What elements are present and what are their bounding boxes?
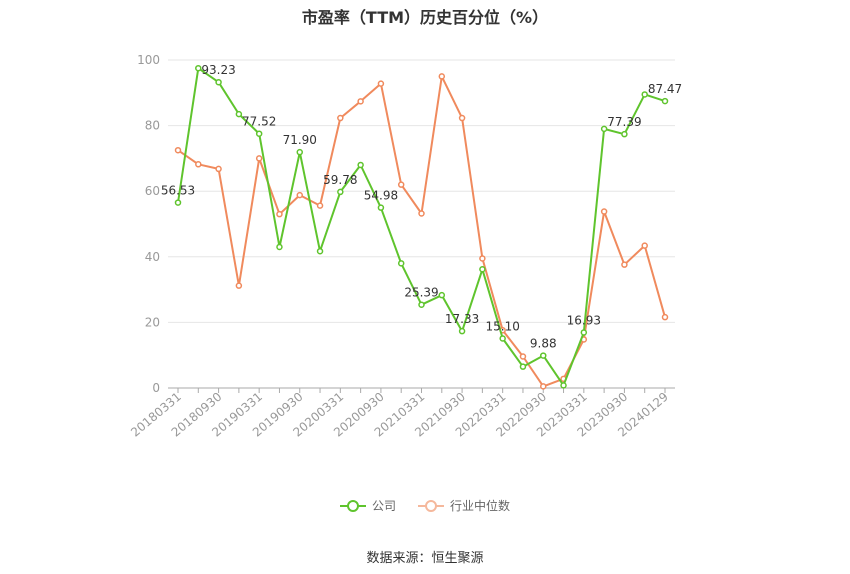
data-point-company-20200630 [357,161,364,169]
data-label-company-20190331: 77.52 [242,115,276,129]
data-point-industry-median-20190930 [296,191,303,199]
legend-swatch-company [339,499,366,513]
data-point-industry-median-20190630 [276,210,283,218]
data-point-industry-median-20180630 [195,161,202,168]
data-point-industry-median-20190331 [255,155,263,162]
y-tick-label-20: 20 [145,315,160,329]
data-label-company-20180930: 93.23 [201,63,235,77]
data-point-company-20230630 [600,125,608,133]
data-point-company-20220331 [499,335,506,342]
y-tick-label-0: 0 [152,381,160,395]
data-label-company-20200930: 54.98 [364,189,398,203]
data-point-company-20180630 [195,64,202,72]
legend-item-industry-median[interactable]: 行业中位数 [418,497,510,514]
data-label-company-20180331: 56.53 [161,184,195,198]
y-tick-label-80: 80 [145,119,160,133]
data-point-industry-median-20181231 [235,282,243,289]
data-point-industry-median-20210930 [458,114,466,122]
data-label-company-20210331: 25.39 [404,286,438,300]
data-point-company-20190930 [296,148,303,156]
data-point-company-20180930 [215,78,222,86]
data-point-industry-median-20200930 [377,80,385,87]
data-point-industry-median-20200331 [337,114,344,122]
data-label-company-20230930: 77.39 [607,115,641,129]
data-label-company-20190930: 71.90 [283,133,317,147]
data-point-industry-median-20230930 [621,261,628,268]
data-point-company-20221231 [560,382,567,389]
legend-swatch-industry-median [418,499,444,513]
data-point-industry-median-20210331 [418,210,425,217]
data-point-company-20231231 [641,91,648,98]
data-point-company-20181231 [235,110,243,118]
data-point-company-20211231 [479,266,486,273]
data-point-company-20220630 [519,363,527,370]
data-label-company-20220930: 9.88 [530,337,557,351]
data-label-company-20210930: 17.33 [445,312,479,326]
data-label-company-20230331: 16.93 [567,313,601,327]
data-point-company-20230930 [621,130,628,138]
data-point-industry-median-20240129 [661,313,669,321]
data-point-company-20230331 [580,329,588,336]
y-tick-label-100: 100 [137,53,160,67]
data-point-company-20240129 [661,97,669,105]
data-point-company-20220930 [540,352,547,359]
data-point-company-20200930 [377,204,385,211]
data-label-company-20200331: 59.78 [323,173,357,187]
data-point-company-20210930 [458,327,466,335]
data-point-company-20180331 [174,199,182,206]
data-point-industry-median-20210630 [438,73,446,80]
data-point-industry-median-20180930 [215,165,222,173]
data-point-industry-median-20211231 [479,255,486,262]
data-point-industry-median-20230630 [600,208,608,215]
data-point-company-20200331 [337,188,344,196]
data-point-industry-median-20220930 [540,383,547,390]
data-point-company-20210630 [438,291,446,299]
data-label-company-20220331: 15.10 [485,319,519,333]
y-tick-label-40: 40 [145,250,160,264]
data-point-industry-median-20231231 [641,242,648,249]
data-point-industry-median-20180331 [174,146,182,154]
legend-label-company: 公司 [371,499,396,513]
data-point-industry-median-20200630 [357,98,364,105]
chart-title: 市盈率（TTM）历史百分位（%） [301,8,549,27]
legend-label-industry-median: 行业中位数 [450,499,511,513]
data-point-company-20190331 [255,130,263,137]
legend-item-company[interactable]: 公司 [339,497,396,514]
data-point-company-20201231 [397,260,405,267]
data-label-company-20240129: 87.47 [648,82,682,96]
data-point-company-20190630 [276,243,283,251]
data-point-industry-median-20220630 [519,353,527,360]
legend: 公司 行业中位数 [0,497,850,514]
data-point-company-20210331 [418,301,425,308]
data-point-industry-median-20201231 [397,181,405,188]
source-note: 数据来源：恒生聚源 [366,551,484,566]
data-point-company-20191231 [316,247,324,255]
data-point-industry-median-20191231 [316,202,324,209]
y-tick-label-60: 60 [145,184,160,198]
